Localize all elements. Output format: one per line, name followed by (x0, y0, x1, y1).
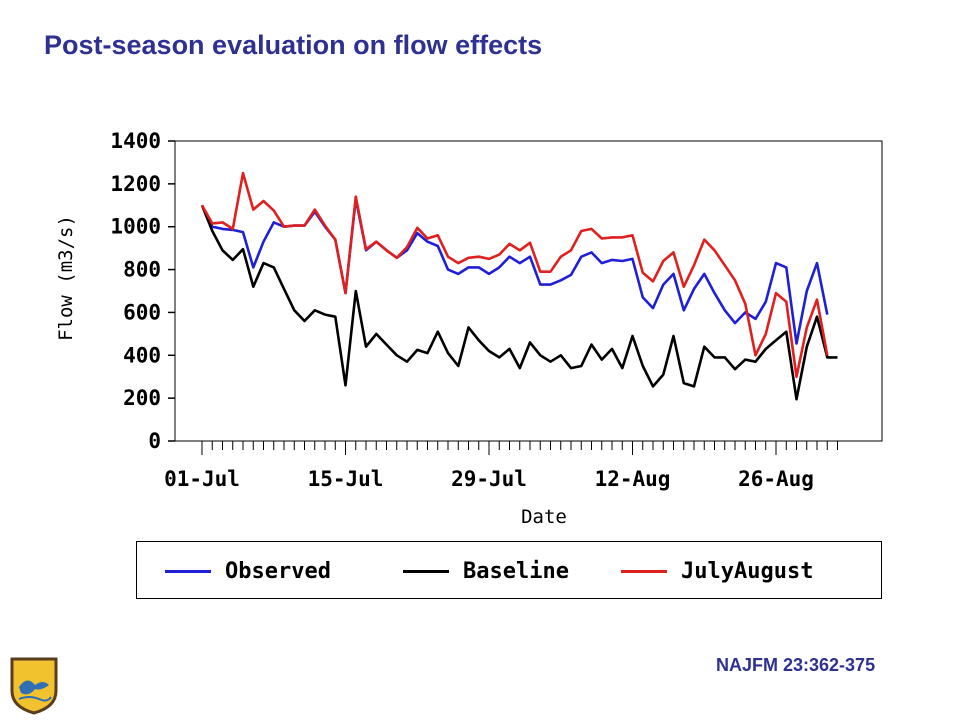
flow-chart: 0 200 400 600 800 1000 1200 1400 01-Jul 15-Jul 29… (55, 129, 883, 528)
y-tick-label: 200 (123, 386, 161, 410)
legend-label-baseline: Baseline (463, 558, 569, 584)
x-tick-label: 12-Aug (595, 467, 671, 491)
chart-legend: Observed Baseline JulyAugust (136, 541, 882, 599)
x-tick-label: 15-Jul (308, 467, 384, 491)
legend-item-julyaugust: JulyAugust (621, 558, 814, 584)
legend-label-observed: Observed (225, 558, 331, 584)
y-tick-label: 400 (123, 343, 161, 367)
legend-swatch-observed (165, 569, 211, 573)
x-axis-label: Date (521, 506, 567, 528)
y-tick-label: 1400 (110, 129, 161, 153)
series-line-observed (200, 197, 829, 345)
citation: NAJFM 23:362-375 (716, 655, 876, 675)
y-tick-label: 0 (148, 429, 161, 453)
legend-item-observed: Observed (165, 558, 331, 584)
y-tick-label: 1000 (110, 215, 161, 239)
series-line-julyaugust (200, 171, 829, 379)
plot-area (174, 140, 883, 442)
x-tick-label: 01-Jul (164, 467, 240, 491)
y-axis-label: Flow (m3/s) (55, 215, 77, 341)
fish-wildlife-service-logo (10, 657, 58, 715)
legend-swatch-julyaugust (621, 569, 667, 573)
series-line-baseline (200, 204, 838, 401)
x-tick-label: 26-Aug (738, 467, 814, 491)
y-tick-label: 600 (123, 300, 161, 324)
y-tick-label: 800 (123, 258, 161, 282)
legend-item-baseline: Baseline (403, 558, 569, 584)
y-tick-label: 1200 (110, 172, 161, 196)
legend-swatch-baseline (403, 569, 449, 573)
legend-label-julyaugust: JulyAugust (681, 558, 814, 584)
page-title: Post-season evaluation on flow effects (44, 30, 543, 60)
x-tick-label: 29-Jul (451, 467, 527, 491)
